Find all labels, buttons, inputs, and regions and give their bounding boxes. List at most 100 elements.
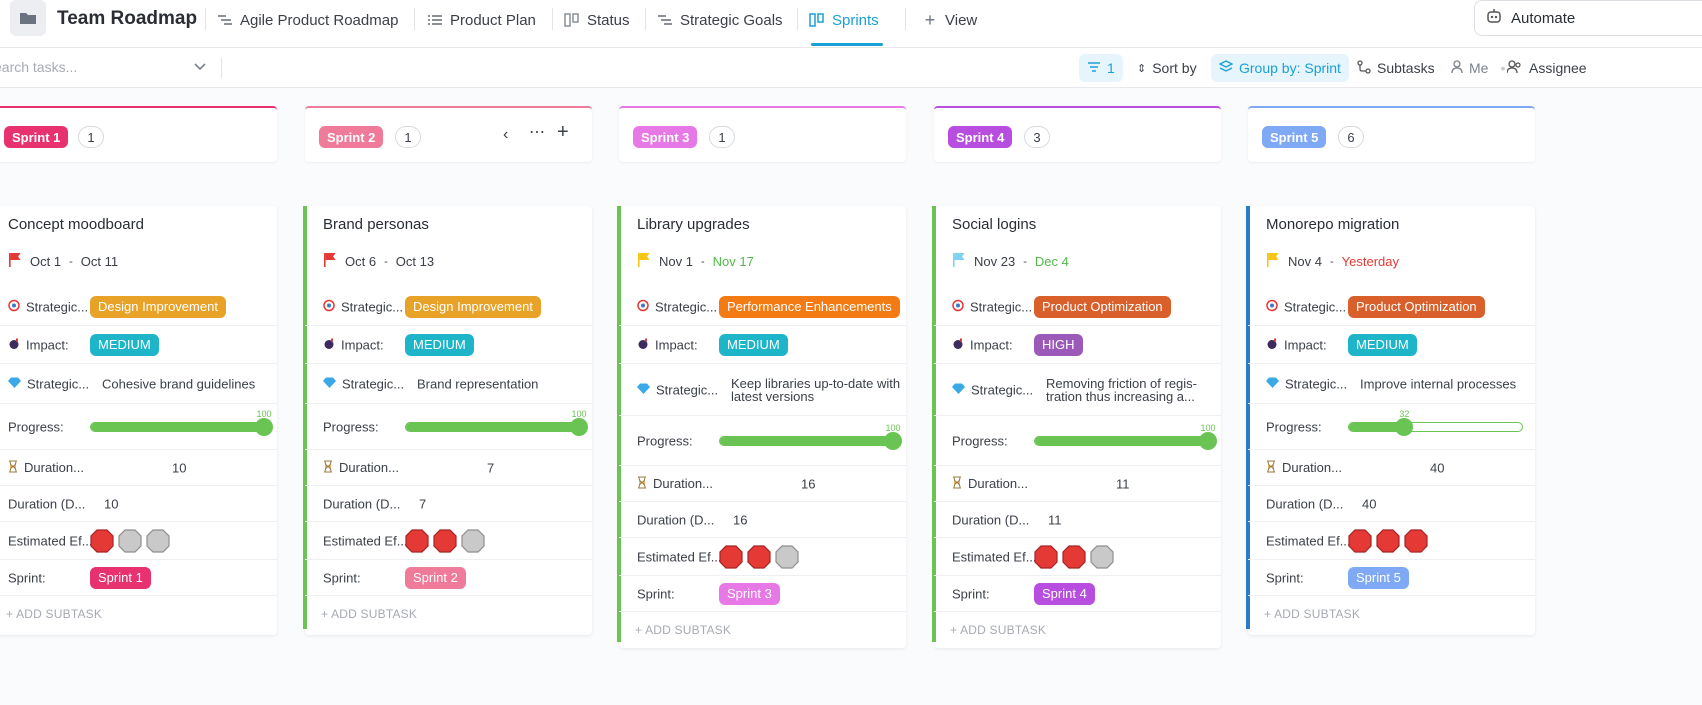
duration-field-row: Duration... 10 bbox=[0, 450, 277, 486]
impact-tag[interactable]: MEDIUM bbox=[90, 333, 159, 356]
sprint-group-pill[interactable]: Sprint 2 bbox=[319, 126, 384, 148]
date-dash: - bbox=[384, 255, 388, 268]
effort-rating[interactable] bbox=[405, 528, 489, 553]
effort-rating[interactable] bbox=[90, 528, 174, 553]
filter-button[interactable]: 1 bbox=[1079, 54, 1123, 82]
field-label: Progress: bbox=[952, 433, 1008, 448]
sprint-tag[interactable]: Sprint 2 bbox=[405, 566, 466, 589]
progress-bar[interactable]: 100 bbox=[405, 409, 588, 436]
add-view-button[interactable]: + View bbox=[921, 0, 978, 40]
strategic-goal-text[interactable]: Removing friction of regis- tration thus… bbox=[1046, 375, 1197, 404]
strategic-goal-text[interactable]: Keep libraries up-to-date with latest ve… bbox=[731, 375, 901, 404]
field-label: Sprint: bbox=[8, 570, 46, 585]
task-card[interactable]: Monorepo migration Nov 4- Yesterday Strateg… bbox=[1246, 206, 1535, 635]
duration-value[interactable]: 7 bbox=[487, 460, 495, 475]
strategic-tag[interactable]: Design Improvement bbox=[90, 295, 226, 318]
task-title[interactable]: Social logins bbox=[952, 216, 1037, 233]
sprint-tag[interactable]: Sprint 1 bbox=[90, 566, 151, 589]
tab-strategic-goals[interactable]: Strategic Goals bbox=[656, 0, 783, 40]
effort-rating[interactable] bbox=[1348, 528, 1432, 553]
tab-sprints[interactable]: Sprints bbox=[808, 0, 879, 40]
task-title[interactable]: Monorepo migration bbox=[1266, 216, 1400, 233]
strategic-goal-text[interactable]: Cohesive brand guidelines bbox=[102, 376, 256, 391]
progress-handle[interactable] bbox=[255, 417, 273, 436]
date-range[interactable]: Oct 6- Oct 13 bbox=[323, 252, 434, 271]
task-card[interactable]: Concept moodboard Oct 1- Oct 11 Strategic..… bbox=[0, 206, 277, 635]
tab-agile-product-roadmap[interactable]: Agile Product Roadmap bbox=[216, 0, 398, 40]
impact-tag[interactable]: MEDIUM bbox=[719, 333, 788, 356]
task-title[interactable]: Concept moodboard bbox=[8, 216, 144, 233]
add-task-icon[interactable]: + bbox=[557, 121, 569, 143]
progress-bar[interactable]: 100 bbox=[719, 423, 902, 450]
duration-days-value[interactable]: 16 bbox=[733, 512, 748, 527]
strategic-goal-text[interactable]: Improve internal processes bbox=[1360, 376, 1517, 391]
effort-rating[interactable] bbox=[1034, 544, 1118, 569]
impact-tag[interactable]: HIGH bbox=[1034, 333, 1083, 356]
assignee-button[interactable]: Assignee bbox=[1499, 54, 1595, 82]
date-range[interactable]: Nov 4- Yesterday bbox=[1266, 252, 1399, 271]
more-icon[interactable]: ⋯ bbox=[529, 124, 545, 141]
progress-bar[interactable]: 32 bbox=[1348, 409, 1523, 436]
add-subtask-button[interactable]: + ADD SUBTASK bbox=[635, 623, 732, 637]
duration-days-value[interactable]: 10 bbox=[104, 496, 119, 511]
effort-rating[interactable] bbox=[719, 544, 803, 569]
add-subtask-button[interactable]: + ADD SUBTASK bbox=[321, 607, 418, 621]
duration-value[interactable]: 40 bbox=[1430, 460, 1445, 475]
sprint-tag[interactable]: Sprint 3 bbox=[719, 582, 780, 605]
duration-value[interactable]: 16 bbox=[801, 476, 816, 491]
impact-tag[interactable]: MEDIUM bbox=[1348, 333, 1417, 356]
add-subtask-button[interactable]: + ADD SUBTASK bbox=[950, 623, 1047, 637]
strategic-tag[interactable]: Performance Enhancements bbox=[719, 295, 900, 318]
divider bbox=[221, 58, 222, 78]
strategic-goal-text[interactable]: Brand representation bbox=[417, 376, 539, 391]
automate-button[interactable]: Automate bbox=[1474, 0, 1702, 36]
sprint-group-pill[interactable]: Sprint 1 bbox=[4, 126, 69, 148]
tab-status[interactable]: Status bbox=[563, 0, 630, 40]
duration-value[interactable]: 11 bbox=[1116, 476, 1130, 491]
sprint-tag[interactable]: Sprint 5 bbox=[1348, 566, 1409, 589]
progress-bar[interactable]: 100 bbox=[1034, 423, 1217, 450]
group-by-button[interactable]: Group by: Sprint bbox=[1211, 54, 1349, 82]
tab-label: Agile Product Roadmap bbox=[240, 11, 399, 29]
progress-handle[interactable] bbox=[884, 431, 902, 450]
impact-tag[interactable]: MEDIUM bbox=[405, 333, 474, 356]
sort-button[interactable]: ⇕ Sort by bbox=[1129, 54, 1205, 82]
task-card[interactable]: Library upgrades Nov 1- Nov 17 Strategic...… bbox=[617, 206, 906, 648]
duration-days-value[interactable]: 40 bbox=[1362, 496, 1377, 511]
sprint-group-pill[interactable]: Sprint 4 bbox=[948, 126, 1013, 148]
bomb-icon bbox=[637, 337, 649, 352]
progress-handle[interactable] bbox=[1395, 417, 1414, 436]
sprint-group-pill[interactable]: Sprint 5 bbox=[1262, 126, 1327, 148]
task-card[interactable]: Social logins Nov 23- Dec 4 Strategic... Pro… bbox=[932, 206, 1221, 648]
task-title[interactable]: Brand personas bbox=[323, 216, 429, 233]
duration-days-value[interactable]: 7 bbox=[419, 496, 427, 511]
field-label: Impact: bbox=[341, 337, 384, 352]
strategic-tag[interactable]: Product Optimization bbox=[1348, 295, 1485, 318]
folder-icon[interactable] bbox=[10, 0, 46, 36]
progress-field-row: Progress: 100 bbox=[934, 416, 1221, 466]
sprint-group-pill[interactable]: Sprint 3 bbox=[633, 126, 698, 148]
progress-value: 100 bbox=[885, 422, 901, 433]
search-input[interactable]: earch tasks... bbox=[0, 59, 78, 75]
progress-handle[interactable] bbox=[570, 417, 588, 436]
date-range[interactable]: Oct 1- Oct 11 bbox=[8, 252, 118, 271]
date-range[interactable]: Nov 1- Nov 17 bbox=[637, 252, 754, 271]
collapse-icon[interactable]: ‹ bbox=[503, 126, 509, 143]
me-button[interactable]: Me • bbox=[1443, 54, 1513, 82]
strategic-tag[interactable]: Product Optimization bbox=[1034, 295, 1171, 318]
duration-value[interactable]: 10 bbox=[172, 460, 187, 475]
strategic-tag[interactable]: Design Improvement bbox=[405, 295, 541, 318]
chevron-down-icon[interactable] bbox=[193, 59, 207, 78]
progress-handle[interactable] bbox=[1199, 431, 1217, 450]
sprint-tag[interactable]: Sprint 4 bbox=[1034, 582, 1095, 605]
progress-bar[interactable]: 100 bbox=[90, 409, 273, 436]
add-subtask-button[interactable]: + ADD SUBTASK bbox=[6, 607, 103, 621]
tab-product-plan[interactable]: Product Plan bbox=[426, 0, 536, 40]
add-subtask-button[interactable]: + ADD SUBTASK bbox=[1264, 607, 1361, 621]
duration-days-value[interactable]: 11 bbox=[1048, 512, 1062, 527]
task-title[interactable]: Library upgrades bbox=[637, 216, 750, 233]
strategic-goal-row: Strategic... Keep libraries up-to-date wi… bbox=[619, 364, 906, 416]
task-card[interactable]: Brand personas Oct 6- Oct 13 Strategic... De… bbox=[303, 206, 592, 635]
date-range[interactable]: Nov 23- Dec 4 bbox=[952, 252, 1069, 271]
subtasks-button[interactable]: Subtasks bbox=[1349, 54, 1443, 82]
